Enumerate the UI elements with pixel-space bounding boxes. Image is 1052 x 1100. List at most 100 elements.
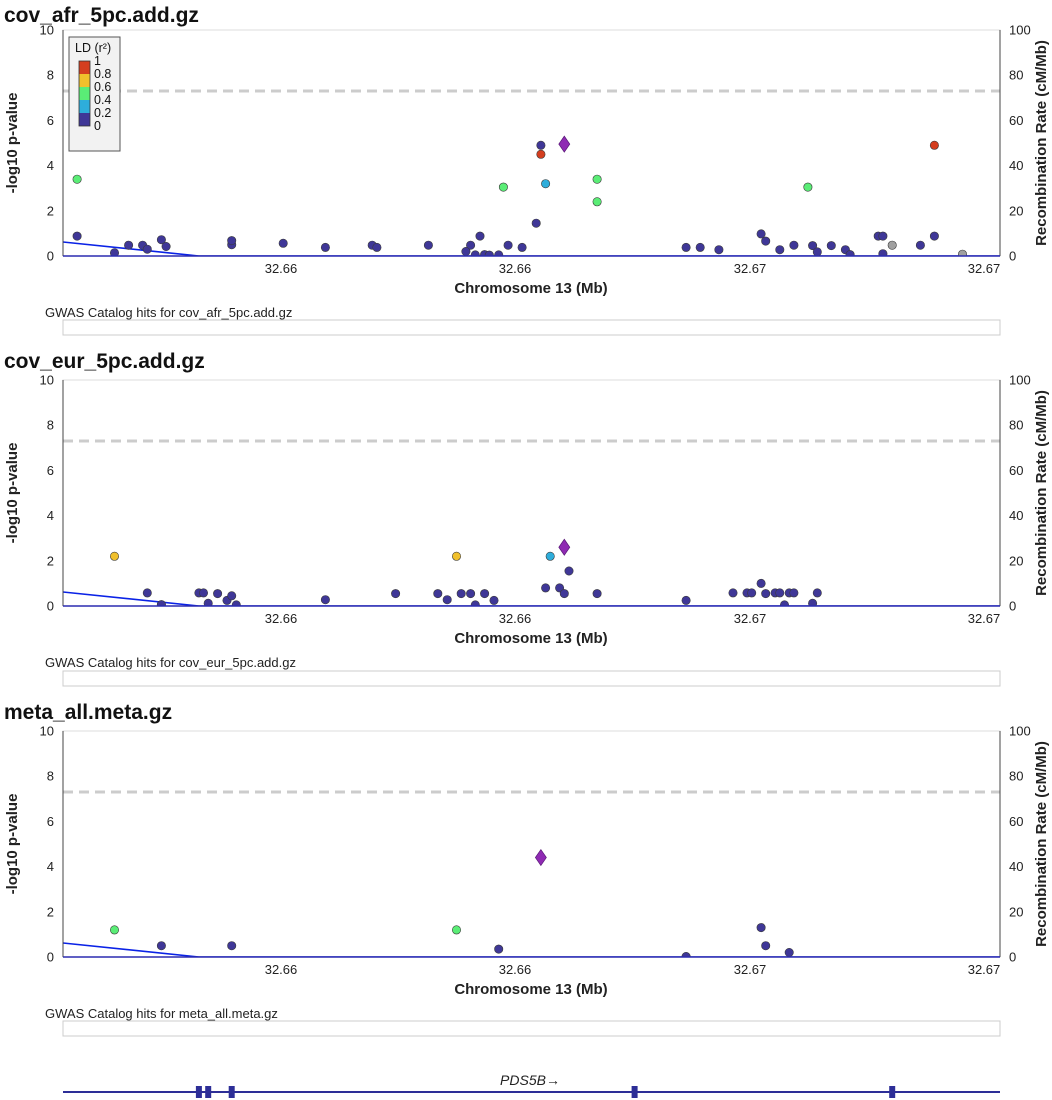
snp-point[interactable] <box>775 245 785 255</box>
snp-point[interactable] <box>531 218 541 228</box>
snp-point[interactable] <box>878 231 888 241</box>
snp-point[interactable] <box>958 249 967 258</box>
x-tick-label: 32.67 <box>968 962 1001 977</box>
snp-point[interactable] <box>681 242 691 252</box>
snp-point[interactable] <box>503 240 513 250</box>
gwas-track-meta: GWAS Catalog hits for meta_all.meta.gz <box>45 1006 1001 1037</box>
snp-point[interactable] <box>227 591 237 601</box>
snp-point[interactable] <box>681 595 691 605</box>
snp-point[interactable] <box>372 242 382 252</box>
snp-point[interactable] <box>826 241 836 251</box>
snp-point[interactable] <box>213 589 223 599</box>
snp-point[interactable] <box>142 244 152 254</box>
snp-point[interactable] <box>929 140 939 150</box>
snp-point[interactable] <box>124 240 134 250</box>
snp-point[interactable] <box>559 589 569 599</box>
snp-point[interactable] <box>761 236 771 246</box>
snp-point[interactable] <box>203 598 213 607</box>
snp-point[interactable] <box>227 236 237 246</box>
snp-point[interactable] <box>156 600 166 608</box>
lead-snp-marker[interactable] <box>558 538 571 556</box>
snp-point[interactable] <box>812 247 822 256</box>
x-tick-label: 32.66 <box>265 611 298 626</box>
snp-point[interactable] <box>156 941 166 951</box>
snp-point[interactable] <box>878 249 888 258</box>
data-points <box>110 538 822 609</box>
snp-point[interactable] <box>475 231 485 241</box>
snp-point[interactable] <box>451 551 461 561</box>
snp-point[interactable] <box>470 600 480 609</box>
snp-point[interactable] <box>808 241 818 251</box>
snp-point[interactable] <box>747 588 757 598</box>
snp-point[interactable] <box>451 925 461 935</box>
snp-point[interactable] <box>278 238 288 248</box>
recomb-rate <box>63 241 1000 256</box>
snp-point[interactable] <box>466 589 476 599</box>
snp-point[interactable] <box>695 242 705 252</box>
snp-point[interactable] <box>761 941 771 951</box>
snp-point[interactable] <box>227 941 237 951</box>
snp-point[interactable] <box>494 250 504 259</box>
snp-point[interactable] <box>592 174 602 184</box>
snp-point[interactable] <box>541 179 551 189</box>
snp-point[interactable] <box>517 242 527 252</box>
snp-point[interactable] <box>756 229 766 239</box>
snp-point[interactable] <box>761 589 771 599</box>
snp-point[interactable] <box>541 583 551 593</box>
snp-point[interactable] <box>433 589 443 599</box>
snp-point[interactable] <box>110 551 120 561</box>
snp-point[interactable] <box>536 140 546 150</box>
snp-point[interactable] <box>142 588 152 598</box>
snp-point[interactable] <box>156 235 166 245</box>
snp-point[interactable] <box>756 578 766 588</box>
snp-point[interactable] <box>887 240 897 250</box>
snp-point[interactable] <box>728 588 738 598</box>
snp-point[interactable] <box>110 248 119 257</box>
snp-point[interactable] <box>808 598 818 607</box>
lead-snp-marker[interactable] <box>534 848 547 867</box>
plot-area <box>62 29 1001 257</box>
snp-point[interactable] <box>775 588 785 598</box>
snp-point[interactable] <box>780 600 789 609</box>
snp-point[interactable] <box>72 231 82 241</box>
snp-point[interactable] <box>456 589 466 599</box>
snp-point[interactable] <box>199 588 209 598</box>
snp-point[interactable] <box>320 242 330 252</box>
snp-point[interactable] <box>466 240 476 250</box>
snp-point[interactable] <box>161 242 171 252</box>
x-tick-label: 32.66 <box>265 261 298 276</box>
snp-point[interactable] <box>845 250 855 258</box>
snp-point[interactable] <box>110 925 120 935</box>
snp-point[interactable] <box>929 231 939 241</box>
snp-point[interactable] <box>592 197 602 207</box>
snp-point[interactable] <box>442 595 452 605</box>
snp-point[interactable] <box>789 588 799 598</box>
snp-point[interactable] <box>592 589 602 599</box>
lead-snp-marker[interactable] <box>558 135 571 153</box>
ld-legend: LD (r²) 1 0.8 0.6 0.4 0.2 0 <box>68 36 121 152</box>
snp-point[interactable] <box>391 589 401 599</box>
snp-point[interactable] <box>484 250 494 259</box>
y2-tick-label: 20 <box>1009 904 1023 919</box>
snp-point[interactable] <box>231 600 241 609</box>
snp-point[interactable] <box>423 240 433 250</box>
snp-point[interactable] <box>489 595 499 605</box>
snp-point[interactable] <box>564 566 574 576</box>
snp-point[interactable] <box>714 245 724 255</box>
snp-point[interactable] <box>480 589 490 599</box>
snp-point[interactable] <box>498 182 508 192</box>
snp-point[interactable] <box>461 247 471 256</box>
snp-point[interactable] <box>545 551 555 561</box>
snp-point[interactable] <box>320 595 330 605</box>
snp-point[interactable] <box>536 149 546 159</box>
snp-point[interactable] <box>756 923 766 933</box>
snp-point[interactable] <box>812 588 822 598</box>
snp-point[interactable] <box>915 240 925 250</box>
snp-point[interactable] <box>789 240 799 250</box>
snp-point[interactable] <box>470 250 480 259</box>
snp-point[interactable] <box>784 947 794 957</box>
snp-point[interactable] <box>72 174 82 184</box>
snp-point[interactable] <box>803 182 813 192</box>
recomb-line <box>63 591 1000 606</box>
snp-point[interactable] <box>494 944 504 954</box>
